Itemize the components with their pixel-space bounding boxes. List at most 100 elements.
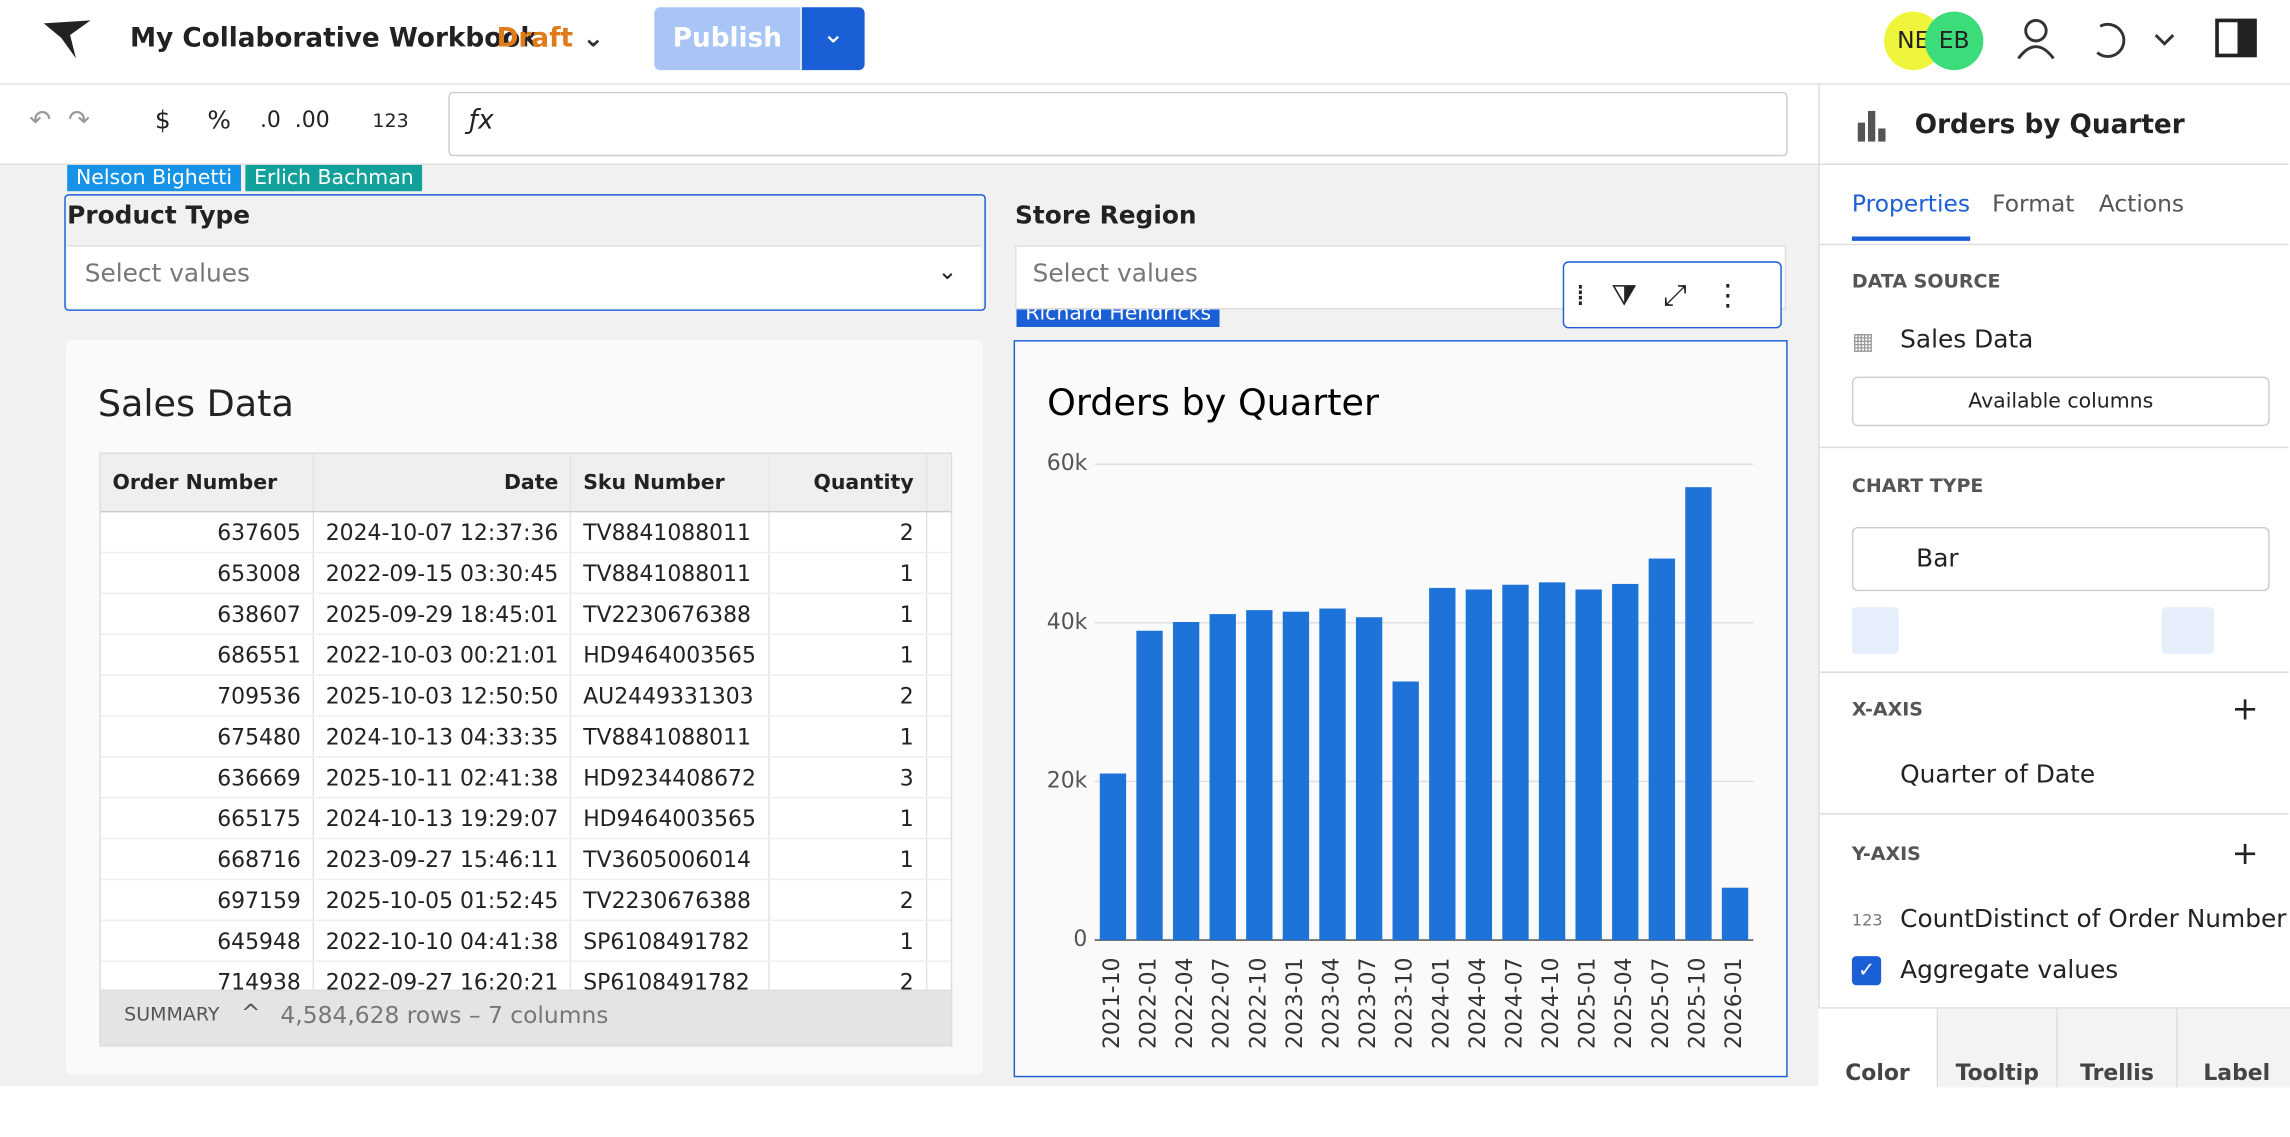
cell: 653008	[100, 552, 315, 595]
orientation-option[interactable]	[1851, 607, 1899, 654]
cell: 2	[768, 511, 927, 554]
collaborator-tag: Erlich Bachman	[245, 164, 423, 192]
cell: 1	[768, 838, 927, 881]
cell: 9	[926, 552, 951, 595]
y-tick-label: 60k	[1047, 451, 1088, 476]
y-field[interactable]: CountDistinct of Order Number	[1900, 905, 2287, 935]
x-tick-label: 2025-01	[1576, 958, 1601, 1049]
cell: 2024-10-07 12:37:36	[313, 511, 572, 554]
cell: 9	[926, 838, 951, 881]
chart-type: Bar	[1916, 544, 1959, 574]
workbook-title[interactable]: My Collaborative Workbook	[129, 23, 538, 55]
summary-caret: ^	[240, 998, 261, 1027]
logo	[43, 20, 91, 59]
bar	[1136, 630, 1163, 941]
cell: 2022-09-27 16:20:21	[313, 961, 572, 992]
cell: 668716	[100, 838, 315, 881]
tab[interactable]: Actions	[2098, 189, 2185, 218]
cell: 1	[768, 593, 927, 635]
data-source[interactable]: Sales Data	[1900, 325, 2034, 355]
percent-button[interactable]: %	[207, 106, 231, 136]
number-format[interactable]: 123	[372, 110, 409, 133]
cell: 2022-10-03 00:21:01	[313, 634, 572, 676]
bar	[1282, 611, 1310, 941]
tab[interactable]: Properties	[1851, 190, 1971, 241]
cell: 709536	[100, 675, 315, 717]
cell: 1	[768, 552, 927, 595]
cell: 4	[926, 756, 951, 799]
control-select[interactable]	[67, 245, 982, 308]
x-tick-label: 2024-01	[1429, 958, 1454, 1049]
status[interactable]: Draft ⌄	[496, 23, 605, 55]
cell: 675480	[100, 715, 315, 758]
cell: HD9464003565	[570, 797, 770, 840]
bar	[1392, 681, 1419, 941]
cell: 8	[926, 593, 951, 635]
bottom-tab[interactable]: Trellis	[2057, 1008, 2178, 1088]
stack-option[interactable]	[2161, 607, 2215, 654]
chart-toolbar[interactable]: ⁞⧩⤢⋮	[1562, 261, 1782, 329]
control-focus	[64, 194, 986, 311]
tabs	[1818, 163, 2289, 246]
y-tick-label: 0	[1073, 927, 1087, 952]
cell: TV8841088011	[570, 715, 770, 758]
cell: 2022-10-10 04:41:38	[313, 920, 572, 962]
x-tick-label: 2022-04	[1173, 958, 1198, 1049]
divider	[1818, 446, 2289, 449]
x-tick-label: 2026-01	[1722, 958, 1747, 1049]
header-icons	[2017, 18, 2257, 60]
bottom-tab[interactable]: Color	[1818, 1008, 1939, 1088]
publish-button[interactable]: Publish	[654, 7, 801, 71]
x-field[interactable]: Quarter of Date	[1900, 760, 2096, 790]
publish-menu[interactable]: ⌄	[801, 7, 865, 71]
cell: 2024-10-13 04:33:35	[313, 715, 572, 758]
chart: Orders by Quarter 0 20k 40k 60k 2021-10 2022-…	[1047, 381, 1754, 1049]
formula-bar[interactable]	[448, 91, 1788, 157]
status-text: Draft	[496, 23, 574, 55]
x-tick-label: 2025-07	[1649, 958, 1674, 1049]
bar	[1172, 622, 1200, 941]
x-tick-label: 2025-04	[1612, 958, 1637, 1049]
bottom-tab[interactable]: Label	[2177, 1008, 2290, 1088]
checkbox[interactable]: ✓	[1851, 956, 1882, 986]
add-x[interactable]: +	[2231, 691, 2259, 729]
column-header: Sku Number	[570, 453, 770, 513]
bar	[1612, 583, 1639, 941]
add-y[interactable]: +	[2231, 836, 2259, 873]
tab[interactable]: Format	[1992, 189, 2075, 218]
currency-button[interactable]: $	[154, 106, 171, 136]
x-tick-label: 2023-10	[1393, 958, 1418, 1049]
chart-type-select[interactable]	[1851, 526, 2270, 592]
section-label: DATA SOURCE	[1851, 271, 2001, 294]
cell: 8	[926, 879, 951, 922]
placeholder: Select values	[84, 259, 250, 290]
x-tick-label: 2024-10	[1539, 958, 1564, 1049]
column-header: Order Number	[100, 453, 315, 513]
cell: HD9464003565	[570, 634, 770, 676]
available-columns-button[interactable]: Available columns	[1851, 376, 2270, 427]
x-tick-label: 2025-10	[1685, 958, 1710, 1049]
cell: 2	[768, 675, 927, 717]
cell: 3	[768, 756, 927, 799]
summary-label[interactable]: SUMMARY	[124, 1004, 220, 1027]
cell: 2025-09-29 18:45:01	[313, 593, 572, 635]
cell: 14	[926, 675, 951, 717]
divider	[1818, 813, 2289, 815]
y-tick-label: 40k	[1047, 610, 1088, 635]
cell: 1	[768, 920, 927, 962]
undo-redo[interactable]: ↶ ↷	[29, 105, 90, 136]
cell: TV3605006014	[570, 838, 770, 881]
bottom-tab[interactable]: Tooltip	[1938, 1008, 2058, 1088]
side-panel	[1818, 84, 2290, 1087]
table-icon: ▦	[1851, 326, 1875, 355]
x-tick-label: 2024-04	[1466, 958, 1491, 1049]
decimal-buttons[interactable]: .0 .00	[259, 106, 330, 133]
table-title: Sales Data	[97, 382, 294, 425]
avatar[interactable]: EB	[1924, 11, 1984, 71]
